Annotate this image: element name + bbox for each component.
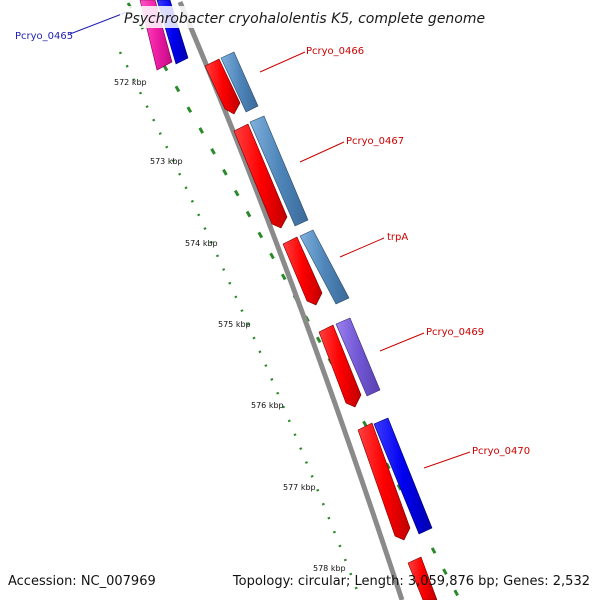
gene-pcryo-0466-steelblue [220, 51, 259, 113]
inner-scale-ring [118, 51, 362, 599]
gene-pcryo-0467-red [233, 123, 288, 229]
gene-next-red [407, 556, 438, 600]
scale-label-578: 578 kbp [313, 564, 346, 573]
scale-label-575: 575 kbp [218, 320, 251, 329]
scale-label-572: 572 kbp [114, 78, 147, 87]
scale-label-573: 573 kbp [150, 157, 183, 166]
scale-label-576: 576 kbp [251, 401, 284, 410]
gene-label-trpa: trpA [387, 232, 408, 243]
gene-label-pcryo-0470: Pcryo_0470 [472, 446, 530, 457]
gene-pcryo-0467-steelblue [249, 115, 309, 227]
gene-trpa-steelblue [299, 229, 350, 305]
gene-label-pcryo-0465: Pcryo_0465 [15, 31, 73, 42]
gene-label-pcryo-0467: Pcryo_0467 [346, 136, 404, 147]
gene-pcryo-0470-blue [373, 417, 433, 535]
callout-lines [69, 11, 471, 469]
gene-label-pcryo-0466: Pcryo_0466 [306, 46, 364, 57]
scale-label-574: 574 kbp [185, 239, 218, 248]
gene-pcryo-0470-red [357, 422, 411, 541]
title-backing [120, 6, 482, 28]
gene-label-pcryo-0469: Pcryo_0469 [426, 327, 484, 338]
map-title: Psychrobacter cryohalolentis K5, complet… [124, 11, 485, 27]
gene-trpa-red [282, 236, 323, 306]
gene-pcryo-0466-red [204, 58, 241, 115]
scale-label-577: 577 kbp [283, 483, 316, 492]
scale-labels: 572 kbp 573 kbp 574 kbp 575 kbp 576 kbp … [114, 78, 346, 573]
genome-backbone [177, 1, 405, 600]
gene-pcryo-0469-violet [335, 317, 381, 397]
gene-pcryo-0469-red [318, 324, 362, 408]
genome-summary-text: Topology: circular; Length: 3,059,876 bp… [232, 574, 590, 589]
accession-text: Accession: NC_007969 [8, 574, 156, 589]
